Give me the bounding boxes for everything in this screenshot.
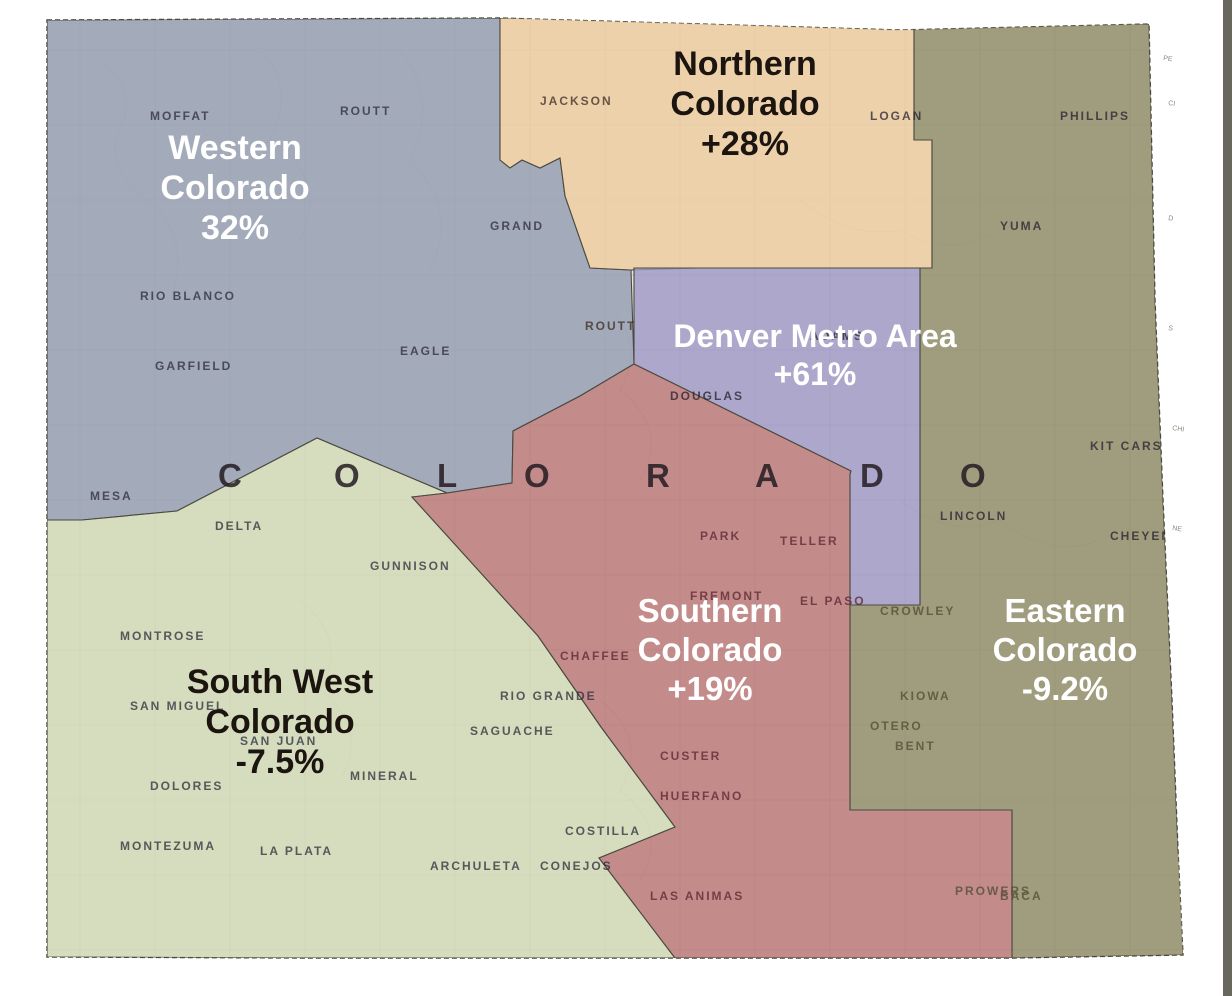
- svg-text:CI: CI: [1168, 100, 1176, 108]
- svg-text:O: O: [334, 457, 360, 494]
- svg-text:L: L: [437, 457, 457, 494]
- svg-text:TELLER: TELLER: [780, 534, 839, 548]
- svg-text:D: D: [1168, 215, 1174, 223]
- svg-text:O: O: [524, 457, 550, 494]
- svg-text:YUMA: YUMA: [1000, 219, 1043, 233]
- svg-text:MONTROSE: MONTROSE: [120, 629, 205, 643]
- svg-text:COSTILLA: COSTILLA: [565, 824, 641, 838]
- svg-text:DELTA: DELTA: [215, 519, 263, 533]
- svg-text:LINCOLN: LINCOLN: [940, 509, 1007, 523]
- svg-text:PE: PE: [1163, 55, 1174, 63]
- svg-text:MONTEZUMA: MONTEZUMA: [120, 839, 216, 853]
- svg-text:MOFFAT: MOFFAT: [150, 109, 210, 123]
- svg-text:CONEJOS: CONEJOS: [540, 859, 613, 873]
- svg-text:ARCHULETA: ARCHULETA: [430, 859, 522, 873]
- svg-text:MESA: MESA: [90, 489, 133, 503]
- svg-text:SAGUACHE: SAGUACHE: [470, 724, 555, 738]
- svg-text:NE: NE: [1172, 525, 1183, 533]
- svg-text:O: O: [960, 457, 986, 494]
- svg-text:PROWERS: PROWERS: [955, 884, 1031, 898]
- svg-text:GRAND: GRAND: [490, 219, 544, 233]
- svg-text:PARK: PARK: [700, 529, 741, 543]
- svg-text:RIO BLANCO: RIO BLANCO: [140, 289, 236, 303]
- svg-text:PHILLIPS: PHILLIPS: [1060, 109, 1130, 123]
- svg-text:LA PLATA: LA PLATA: [260, 844, 333, 858]
- svg-text:HUERFANO: HUERFANO: [660, 789, 743, 803]
- svg-text:R: R: [646, 457, 670, 494]
- svg-text:GUNNISON: GUNNISON: [370, 559, 451, 573]
- svg-text:CUSTER: CUSTER: [660, 749, 721, 763]
- svg-text:ROUTT: ROUTT: [340, 104, 391, 118]
- svg-text:OTERO: OTERO: [870, 719, 923, 733]
- svg-text:EAGLE: EAGLE: [400, 344, 451, 358]
- svg-text:GARFIELD: GARFIELD: [155, 359, 232, 373]
- svg-text:LAS ANIMAS: LAS ANIMAS: [650, 889, 744, 903]
- svg-text:C: C: [218, 457, 242, 494]
- svg-text:BENT: BENT: [895, 739, 936, 753]
- svg-text:A: A: [755, 457, 779, 494]
- svg-text:D: D: [860, 457, 884, 494]
